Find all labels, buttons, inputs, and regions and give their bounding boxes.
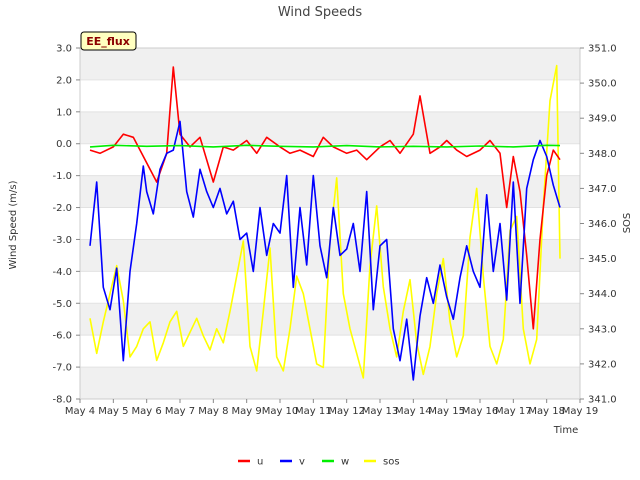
- right-axis-ticks: 341.0 342.0 343.0 344.0 345.0 346.0 347.0 348.0…: [580, 44, 617, 406]
- x-tick-label: May 5: [98, 406, 128, 417]
- grid-band: [80, 48, 580, 80]
- x-tick-label: May 10: [262, 406, 299, 417]
- x-tick-label: May 12: [328, 406, 365, 417]
- y-tick-label: -2.0: [52, 203, 72, 214]
- x-tick-label: May 16: [462, 406, 499, 417]
- y-tick-label: -1.0: [52, 171, 72, 182]
- y-tick-label: -6.0: [52, 331, 72, 342]
- y2-tick-label: 347.0: [588, 184, 617, 195]
- x-tick-label: May 13: [362, 406, 399, 417]
- y2-tick-label: 349.0: [588, 114, 617, 125]
- x-tick-label: May 6: [132, 406, 162, 417]
- left-axis-ticks: -8.0 -7.0 -6.0 -5.0 -4.0 -3.0 -2.0 -1.0 0.0 1.0 2.…: [52, 44, 80, 406]
- site-label: EE_flux: [86, 35, 130, 48]
- x-axis-label: Time: [553, 425, 578, 436]
- x-tick-label: May 18: [528, 406, 565, 417]
- series-layer: [89, 64, 561, 381]
- y-tick-label: -7.0: [52, 363, 72, 374]
- y2-tick-label: 350.0: [588, 79, 617, 90]
- y-tick-label: -3.0: [52, 235, 72, 246]
- y-tick-label: -5.0: [52, 299, 72, 310]
- y-tick-label: 3.0: [56, 44, 72, 55]
- y2-tick-label: 342.0: [588, 359, 617, 370]
- series-line-u: [89, 66, 561, 330]
- x-tick-label: May 7: [165, 406, 195, 417]
- y-tick-label: -4.0: [52, 267, 72, 278]
- y2-tick-label: 351.0: [588, 44, 617, 55]
- x-tick-label: May 14: [395, 406, 432, 417]
- y-tick-label: 2.0: [56, 75, 72, 86]
- y-tick-label: -8.0: [52, 395, 72, 406]
- grid-band: [80, 367, 580, 399]
- site-label-rect: [80, 31, 137, 51]
- site-label-box: EE_flux: [80, 31, 137, 51]
- y-axis-label: Wind Speed (m/s): [8, 180, 19, 269]
- legend-label-v: v: [299, 457, 305, 468]
- y-tick-label: 0.0: [56, 139, 72, 150]
- y2-tick-label: 346.0: [588, 219, 617, 230]
- series-line-sos: [89, 64, 561, 379]
- x-tick-label: May 11: [295, 406, 332, 417]
- legend-label-u: u: [257, 457, 263, 468]
- series-line-w: [89, 144, 561, 148]
- x-tick-label: May 19: [562, 406, 599, 417]
- y-tick-label: 1.0: [56, 107, 72, 118]
- grid-band: [80, 303, 580, 336]
- legend-label-w: w: [341, 457, 349, 468]
- y2-tick-label: 343.0: [588, 324, 617, 335]
- x-tick-label: May 17: [495, 406, 532, 417]
- x-tick-label: May 9: [232, 406, 262, 417]
- y2-tick-label: 345.0: [588, 254, 617, 265]
- grid-band: [80, 175, 580, 208]
- series-line-v: [89, 120, 561, 381]
- grid-band: [80, 111, 580, 144]
- x-axis-ticks: May 4 May 5 May 6 May 7 May 8 May 9 May 10May …: [65, 399, 598, 417]
- x-tick-label: May 8: [198, 406, 228, 417]
- y2-axis-label: SOS: [622, 213, 633, 234]
- x-tick-label: May 4: [65, 406, 95, 417]
- y2-tick-label: 341.0: [588, 395, 617, 406]
- x-tick-label: May 15: [428, 406, 465, 417]
- chart-title: Wind Speeds: [278, 5, 363, 20]
- legend: u v w sos: [238, 457, 400, 468]
- legend-label-sos: sos: [383, 457, 400, 468]
- y2-tick-label: 344.0: [588, 289, 617, 300]
- y2-tick-label: 348.0: [588, 149, 617, 160]
